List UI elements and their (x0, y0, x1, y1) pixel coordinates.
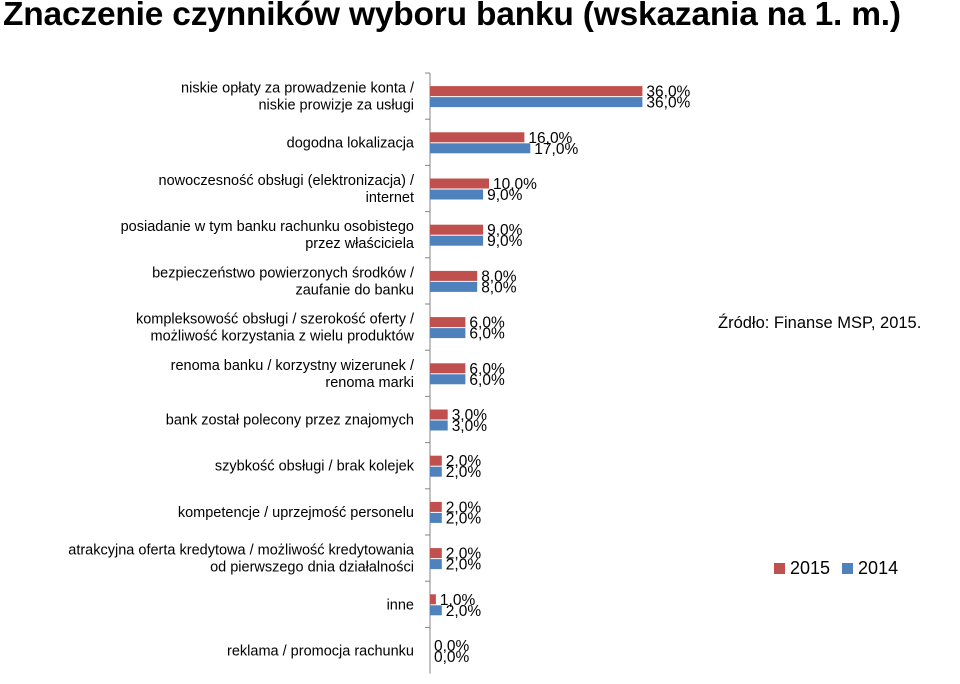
category-label: niskie opłaty za prowadzenie konta / nisk… (181, 81, 415, 114)
category-label-line: możliwość korzystania z wielu produktów (150, 329, 414, 345)
data-label-2015: 3,0% (452, 407, 488, 424)
bar-2015 (430, 409, 448, 420)
data-label-2015: 2,0% (446, 546, 482, 563)
data-label-2015: 8,0% (481, 268, 517, 285)
data-label-2015: 36,0% (646, 84, 690, 101)
bar-2015 (430, 548, 442, 559)
legend-swatch-2015 (774, 563, 785, 574)
legend-label-2015: 2015 (790, 558, 831, 578)
data-label-2014: 8,0% (481, 279, 517, 296)
data-label-2014: 17,0% (534, 141, 578, 158)
category-label: atrakcyjna oferta kredytowa / możliwość … (68, 543, 415, 576)
bar-2015 (430, 501, 442, 512)
category-label-line: bezpieczeństwo powierzonych środków / (152, 265, 415, 281)
bar-2015 (430, 363, 466, 374)
category-label-line: nowoczesność obsługi (elektronizacja) / (159, 173, 415, 189)
category-label-line: reklama / promocja rachunku (227, 644, 414, 660)
category-label: reklama / promocja rachunku (227, 644, 414, 660)
bar-2015 (430, 594, 436, 605)
bar-2015 (430, 178, 489, 189)
category-label-line: zaufanie do banku (295, 282, 414, 298)
bar-2014 (430, 374, 466, 385)
bar-2014 (430, 97, 643, 108)
legend-swatch-2014 (842, 563, 854, 574)
data-label-2015: 2,0% (446, 453, 482, 470)
data-label-2014: 9,0% (487, 233, 523, 250)
data-label-2015: 6,0% (469, 315, 505, 332)
category-label: kompetencje / uprzejmość personelu (178, 505, 414, 521)
data-label-2014: 0,0% (434, 649, 470, 666)
category-label-line: atrakcyjna oferta kredytowa / możliwość … (68, 543, 415, 559)
data-label-2015: 6,0% (469, 361, 505, 378)
bar-2015 (430, 86, 643, 97)
bar-2015 (430, 224, 484, 235)
bar-2014 (430, 512, 442, 523)
category-label-line: dogodna lokalizacja (287, 135, 415, 151)
category-label: nowoczesność obsługi (elektronizacja) / i… (159, 173, 415, 206)
bar-2015 (430, 455, 442, 466)
category-label: dogodna lokalizacja (287, 135, 415, 151)
bar-2015 (430, 132, 525, 143)
category-label-line: inne (387, 597, 414, 613)
legend-label-2014: 2014 (858, 558, 899, 578)
chart-title: Znaczenie czynników wyboru banku (wskaza… (3, 0, 901, 33)
data-label-2014: 2,0% (446, 557, 482, 574)
category-label: szybkość obsługi / brak kolejek (215, 459, 415, 475)
legend-item-2014: 2014 (842, 558, 898, 579)
legend-item-2015: 2015 (774, 558, 830, 579)
data-label-2015: 10,0% (493, 176, 537, 193)
data-label-2014: 2,0% (446, 510, 482, 527)
category-label-line: niskie prowizje za usługi (258, 98, 414, 114)
data-label-2014: 6,0% (469, 372, 505, 389)
bar-2014 (430, 235, 484, 246)
bar-2014 (430, 605, 442, 616)
category-label-line: kompleksowość obsługi / szerokość oferty… (136, 312, 415, 328)
category-label: renoma banku / korzystny wizerunek / reno… (171, 358, 415, 391)
category-label-line: przez właściciela (305, 236, 415, 252)
bar-2014 (430, 143, 531, 154)
chart-legend: 2015 2014 (774, 558, 910, 579)
source-note: Źródło: Finanse MSP, 2015. (718, 314, 922, 332)
category-label-line: renoma marki (325, 375, 414, 391)
data-label-2014: 2,0% (446, 464, 482, 481)
category-label-line: renoma banku / korzystny wizerunek / (171, 358, 415, 374)
data-label-2014: 3,0% (452, 418, 488, 435)
bar-2015 (430, 270, 478, 281)
bar-2015 (430, 317, 466, 328)
category-label-line: szybkość obsługi / brak kolejek (215, 459, 415, 475)
data-label-2015: 1,0% (440, 592, 476, 609)
data-label-2015: 2,0% (446, 499, 482, 516)
bar-2014 (430, 189, 484, 200)
category-label-line: niskie opłaty za prowadzenie konta / (181, 81, 415, 97)
bar-2014 (430, 420, 448, 431)
data-label-2014: 6,0% (469, 326, 505, 343)
data-label-2015: 9,0% (487, 222, 523, 239)
data-label-2014: 9,0% (487, 187, 523, 204)
category-label: posiadanie w tym banku rachunku osobiste… (121, 219, 415, 252)
bar-2014 (430, 328, 466, 339)
bar-2014 (430, 559, 442, 570)
category-label: bank został polecony przez znajomych (166, 413, 414, 429)
category-label: inne (387, 597, 414, 613)
category-label-line: bank został polecony przez znajomych (166, 413, 414, 429)
data-label-2014: 2,0% (446, 603, 482, 620)
category-label-line: od pierwszego dnia działalności (210, 560, 414, 576)
data-label-2015: 16,0% (528, 130, 572, 147)
category-label-line: internet (366, 190, 414, 206)
bar-2014 (430, 466, 442, 477)
category-label: bezpieczeństwo powierzonych środków / zau… (152, 265, 415, 298)
data-label-2015: 0,0% (434, 638, 470, 655)
bar-2014 (430, 281, 478, 292)
category-label: kompleksowość obsługi / szerokość oferty… (136, 312, 415, 345)
category-label-line: posiadanie w tym banku rachunku osobiste… (121, 219, 414, 235)
data-label-2014: 36,0% (646, 95, 690, 112)
category-label-line: kompetencje / uprzejmość personelu (178, 505, 414, 521)
